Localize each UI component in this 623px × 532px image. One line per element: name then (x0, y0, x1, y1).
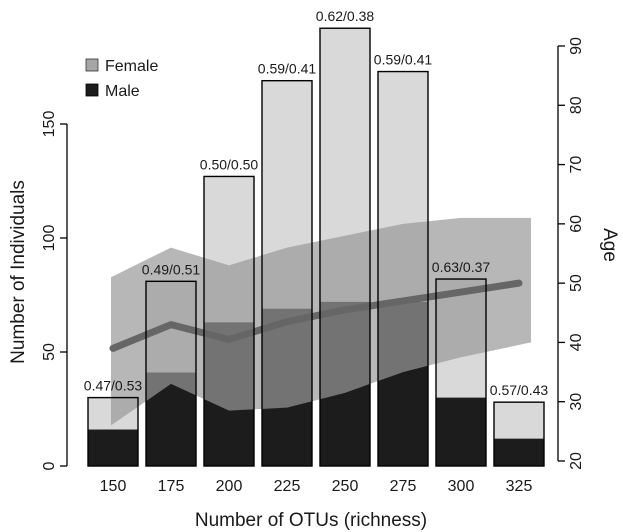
ratio-label-275: 0.59/0.41 (374, 52, 433, 68)
left-tick-label-150: 150 (41, 111, 58, 138)
bar-outline-250 (319, 27, 371, 467)
legend-label-male: Male (105, 83, 140, 100)
legend-label-female: Female (105, 58, 158, 75)
bar-outline-300 (435, 278, 487, 467)
bar-outline-200 (203, 175, 255, 467)
x-axis: 150 175 200 225 250 275 300 325 (100, 478, 533, 495)
ratio-label-200: 0.50/0.50 (200, 156, 259, 172)
bar-male-150 (88, 429, 138, 466)
right-tick-label-90: 90 (568, 37, 585, 55)
ratio-labels-layer: 0.47/0.53 0.49/0.51 0.50/0.50 0.59/0.41 0.62… (84, 8, 549, 398)
left-tick-label-50: 50 (41, 343, 58, 361)
ratio-label-325: 0.57/0.43 (490, 382, 549, 398)
ratio-label-225: 0.59/0.41 (258, 61, 317, 77)
x-axis-title: Number of OTUs (richness) (195, 510, 427, 531)
bar-male-300 (436, 397, 486, 466)
x-tick-label-200: 200 (216, 478, 243, 495)
bar-outline-150 (87, 396, 139, 467)
legend-swatch-male (85, 83, 99, 97)
bar-outline-325 (493, 401, 545, 467)
right-tick-label-80: 80 (568, 96, 585, 114)
x-tick-label-325: 325 (506, 478, 533, 495)
bar-male-325 (494, 438, 544, 466)
age-band (111, 217, 531, 426)
bar-female-325 (494, 402, 544, 439)
right-tick-label-50: 50 (568, 274, 585, 292)
age-mean-line-layer (109, 279, 523, 352)
right-tick-label-20: 20 (568, 452, 585, 470)
right-tick-label-70: 70 (568, 156, 585, 174)
legend-swatch-female (85, 58, 99, 72)
x-tick-label-250: 250 (332, 478, 359, 495)
age-mean-line (109, 279, 523, 352)
legend: Female Male (85, 58, 158, 100)
bar-outline-layer (87, 27, 545, 467)
bar-outline-175 (145, 280, 197, 467)
bar-outline-225 (261, 79, 313, 467)
ratio-label-300: 0.63/0.37 (432, 259, 491, 275)
x-tick-label-150: 150 (100, 478, 127, 495)
y2-axis-title: Age (599, 228, 620, 262)
ratio-label-250: 0.62/0.38 (316, 8, 375, 24)
ratio-label-175: 0.49/0.51 (142, 261, 201, 277)
x-tick-label-175: 175 (158, 478, 185, 495)
bar-outline-275 (377, 70, 429, 467)
right-tick-label-60: 60 (568, 215, 585, 233)
ratio-label-150: 0.47/0.53 (84, 378, 143, 394)
left-tick-label-100: 100 (41, 225, 58, 252)
right-tick-label-40: 40 (568, 333, 585, 351)
left-tick-label-0: 0 (41, 461, 58, 470)
right-y-axis: 20 30 40 50 60 70 80 90 (557, 37, 585, 470)
y-axis-title: Number of Individuals (8, 180, 29, 364)
x-tick-label-275: 275 (390, 478, 417, 495)
age-band-layer (111, 217, 531, 426)
x-tick-label-300: 300 (448, 478, 475, 495)
right-tick-label-30: 30 (568, 393, 585, 411)
x-tick-label-225: 225 (274, 478, 301, 495)
left-y-axis: 0 50 100 150 (41, 111, 68, 470)
